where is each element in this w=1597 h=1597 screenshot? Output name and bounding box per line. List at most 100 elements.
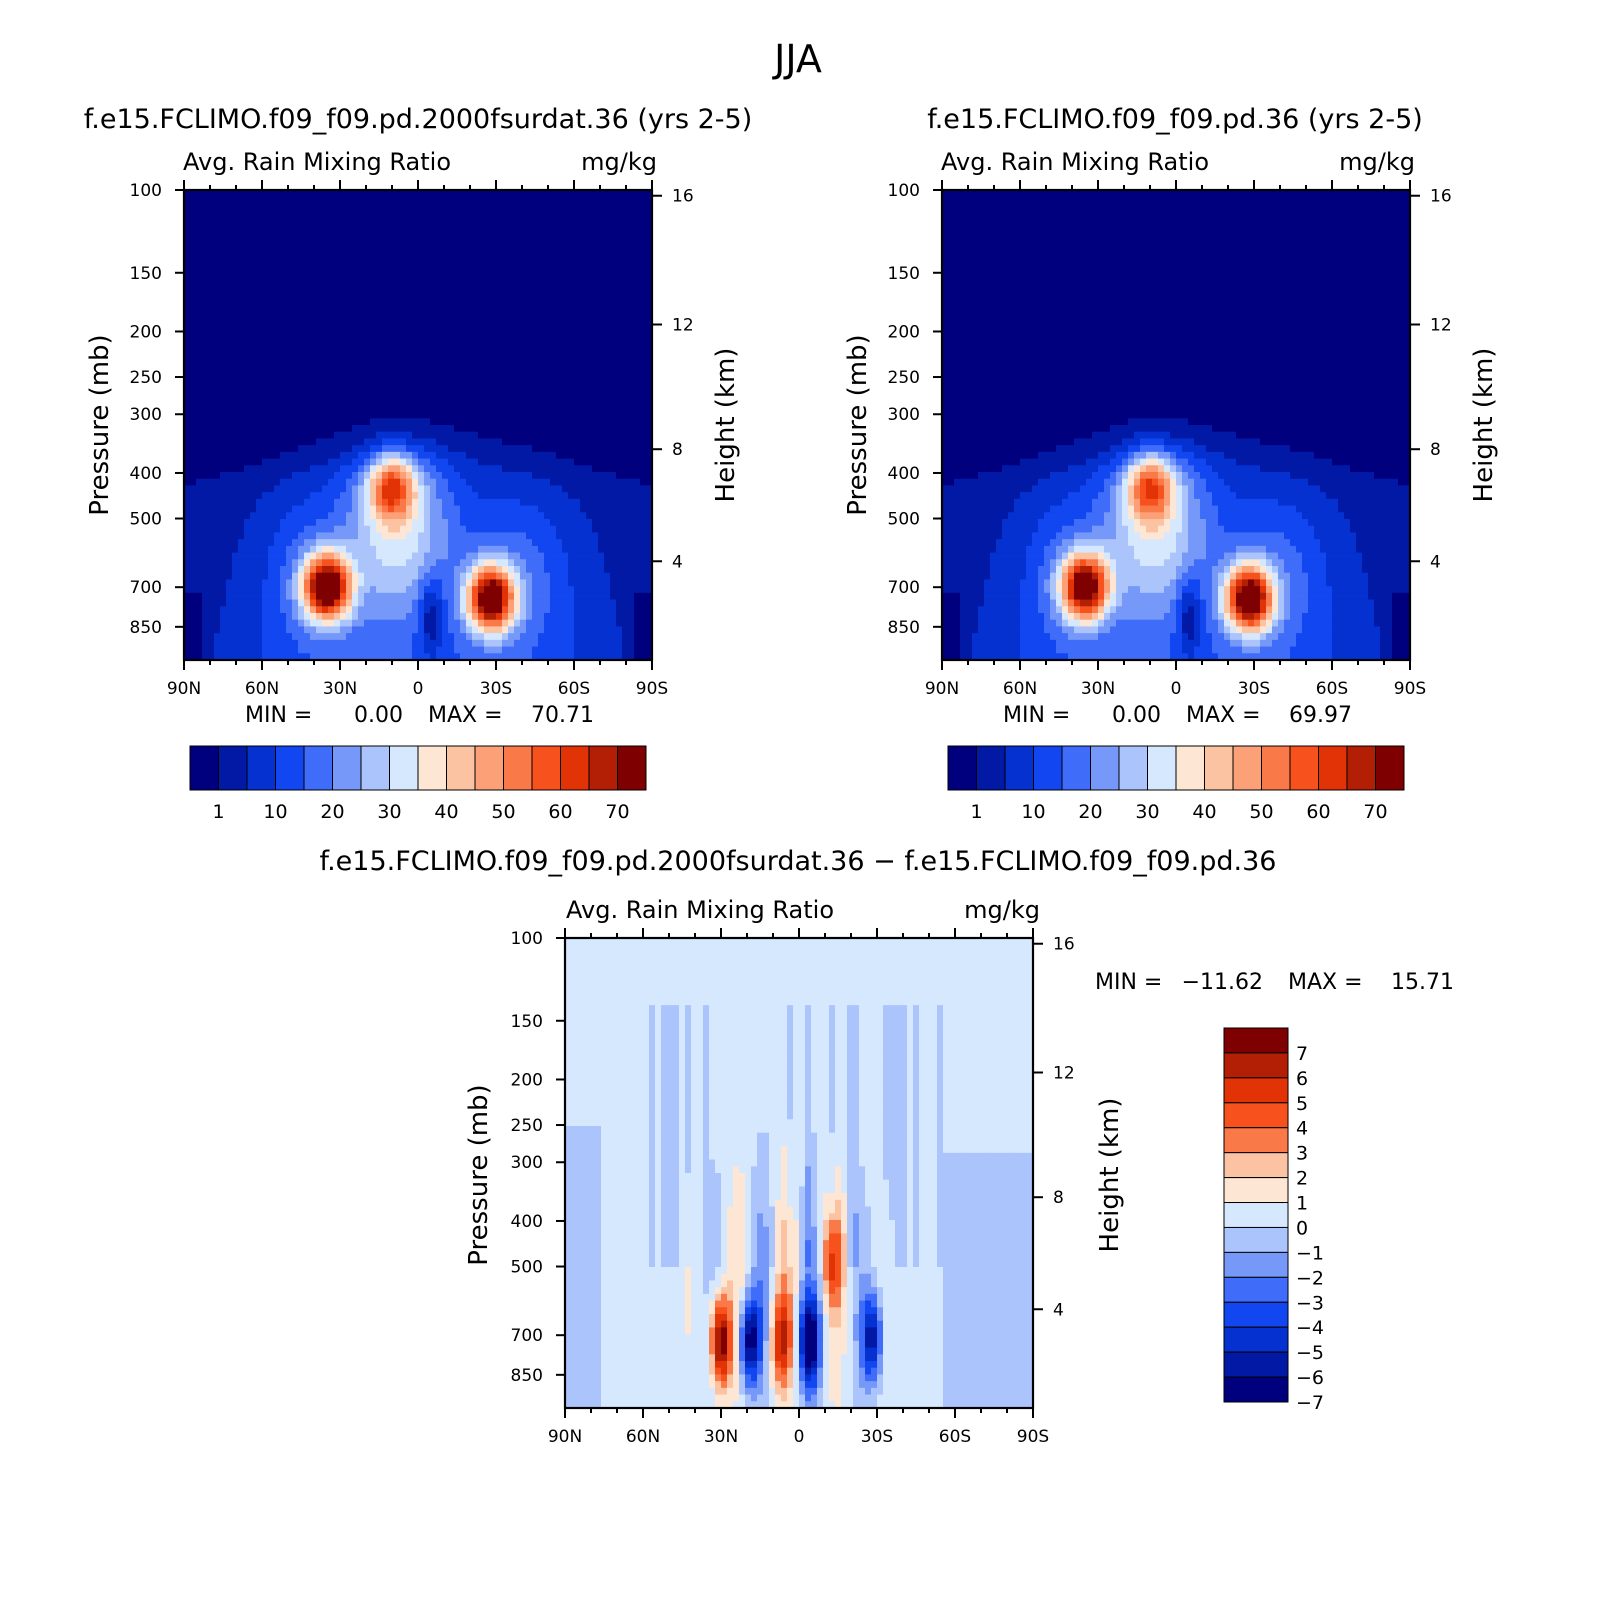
contour-cell [244,431,251,440]
contour-cell [436,310,443,319]
contour-cell [466,284,473,292]
contour-cell [556,552,563,560]
contour-cell [526,371,533,379]
contour-cell [424,297,431,305]
contour-cell [496,478,503,487]
contour-cell [550,263,557,272]
contour-cell [202,404,209,413]
contour-cell [634,431,641,440]
contour-cell [268,411,275,419]
contour-cell [268,203,275,211]
contour-cell [538,532,545,540]
contour-cell [436,458,443,466]
contour-cell [454,304,461,312]
contour-cell [550,445,557,453]
contour-cell [616,297,623,305]
contour-cell [634,210,641,218]
contour-cell [622,284,629,292]
contour-cell [478,331,485,339]
contour-cell [328,458,335,466]
contour-cell [550,566,557,574]
contour-cell [274,404,281,413]
contour-cell [550,505,557,513]
contour-cell [460,552,467,560]
contour-cell [196,210,203,218]
contour-cell [604,472,611,480]
contour-cell [484,364,491,372]
contour-cell [484,478,491,487]
contour-cell [358,572,365,581]
contour-cell [424,284,431,292]
contour-cell [466,331,473,339]
contour-cell [616,592,623,601]
contour-cell [412,519,419,527]
contour-cell [376,472,383,480]
contour-cell [334,566,341,574]
contour-cell [244,371,251,379]
contour-cell [634,458,641,466]
contour-cell [556,465,563,473]
contour-cell [184,586,191,594]
contour-cell [550,337,557,346]
contour-cell [340,472,347,480]
contour-cell [436,277,443,285]
contour-cell [526,404,533,413]
contour-cell [490,505,497,513]
contour-cell [460,539,467,547]
contour-cell [310,485,317,493]
contour-cell [532,344,539,352]
contour-cell [376,391,383,399]
contour-cell [424,364,431,372]
contour-cell [502,237,509,245]
contour-cell [364,404,371,413]
contour-cell [406,485,413,493]
contour-cell [394,445,401,453]
contour-cell [592,190,599,198]
contour-cell [556,586,563,594]
contour-cell [526,592,533,601]
contour-cell [622,498,629,507]
contour-cell [502,250,509,258]
contour-cell [448,331,455,339]
contour-cell [556,384,563,393]
contour-cell [400,237,407,245]
contour-cell [310,579,317,587]
contour-cell [358,586,365,594]
contour-cell [364,613,371,621]
contour-cell [628,331,635,339]
contour-cell [616,431,623,440]
contour-cell [466,431,473,440]
contour-cell [430,324,437,332]
contour-cell [190,411,197,419]
contour-cell [538,357,545,366]
contour-cell [394,378,401,386]
contour-cell [562,445,569,453]
contour-cell [388,579,395,587]
contour-cell [610,384,617,393]
contour-cell [190,404,197,413]
contour-cell [340,237,347,245]
contour-cell [544,371,551,379]
contour-cell [436,572,443,581]
contour-cell [406,438,413,446]
contour-cell [508,425,515,433]
contour-cell [232,277,239,285]
contour-cell [340,364,347,372]
contour-cell [610,525,617,534]
contour-cell [604,357,611,366]
contour-cell [508,391,515,399]
contour-cell [454,425,461,433]
contour-cell [232,216,239,225]
contour-cell [394,371,401,379]
contour-cell [358,492,365,500]
contour-cell [646,203,653,211]
contour-cell [316,304,323,312]
contour-cell [550,250,557,258]
contour-cell [538,378,545,386]
contour-cell [454,324,461,332]
contour-cell [304,539,311,547]
contour-cell [556,230,563,238]
contour-cell [514,404,521,413]
contour-cell [298,478,305,487]
contour-cell [394,512,401,520]
